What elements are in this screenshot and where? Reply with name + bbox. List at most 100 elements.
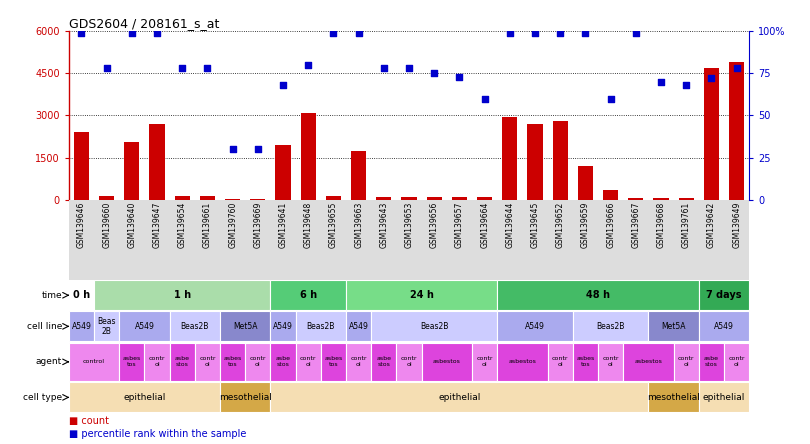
Text: GSM139761: GSM139761 [682, 202, 691, 248]
Text: contr
ol: contr ol [199, 357, 215, 367]
Text: time: time [41, 291, 62, 300]
Point [478, 95, 491, 102]
Bar [699, 311, 749, 341]
Bar [119, 343, 144, 381]
Text: Beas
2B: Beas 2B [97, 317, 116, 336]
Bar [169, 343, 195, 381]
Bar [603, 190, 618, 200]
Text: Beas2B: Beas2B [307, 322, 335, 331]
Text: contr
ol: contr ol [401, 357, 417, 367]
Point [453, 73, 466, 80]
Text: 6 h: 6 h [300, 290, 317, 300]
Text: mesothelial: mesothelial [647, 393, 700, 402]
Bar [427, 197, 441, 200]
Text: GSM139640: GSM139640 [127, 202, 136, 248]
Point [680, 82, 693, 89]
Text: contr
ol: contr ol [351, 357, 367, 367]
Text: agent: agent [36, 357, 62, 366]
Text: asbe
stos: asbe stos [275, 357, 291, 367]
Bar [578, 166, 593, 200]
Point [75, 29, 88, 36]
Text: 1 h: 1 h [173, 290, 191, 300]
Bar [649, 382, 699, 412]
Bar [573, 343, 598, 381]
Text: asbestos: asbestos [433, 359, 461, 365]
Text: GSM139656: GSM139656 [430, 202, 439, 248]
Bar [422, 343, 472, 381]
Text: 24 h: 24 h [410, 290, 433, 300]
Point [352, 29, 365, 36]
Text: Beas2B: Beas2B [181, 322, 209, 331]
Text: GSM139652: GSM139652 [556, 202, 565, 248]
Bar [346, 280, 497, 310]
Text: 48 h: 48 h [586, 290, 610, 300]
Bar [275, 145, 291, 200]
Point [226, 146, 239, 153]
Text: GSM139654: GSM139654 [177, 202, 187, 248]
Text: contr
ol: contr ol [149, 357, 165, 367]
Text: asbestos: asbestos [509, 359, 536, 365]
Text: asbes
tos: asbes tos [577, 357, 595, 367]
Bar [548, 343, 573, 381]
Text: ■ count: ■ count [69, 416, 109, 426]
Bar [629, 198, 643, 200]
Bar [69, 382, 220, 412]
Text: A549: A549 [273, 322, 293, 331]
Text: GSM139657: GSM139657 [455, 202, 464, 248]
Bar [497, 343, 548, 381]
Bar [144, 343, 169, 381]
Point [176, 65, 189, 72]
Bar [150, 124, 164, 200]
Bar [724, 343, 749, 381]
Text: epithelial: epithelial [703, 393, 745, 402]
Bar [623, 343, 674, 381]
Text: A549: A549 [525, 322, 545, 331]
Bar [124, 142, 139, 200]
Text: asbes
tos: asbes tos [324, 357, 343, 367]
Bar [301, 113, 316, 200]
Point [529, 29, 542, 36]
Point [126, 29, 139, 36]
Text: GSM139649: GSM139649 [732, 202, 741, 248]
Bar [200, 195, 215, 200]
Text: GSM139667: GSM139667 [631, 202, 641, 248]
Text: GSM139645: GSM139645 [531, 202, 539, 248]
Bar [69, 311, 94, 341]
Text: contr
ol: contr ol [476, 357, 493, 367]
Text: contr
ol: contr ol [249, 357, 266, 367]
Bar [396, 343, 422, 381]
Point [428, 70, 441, 77]
Bar [321, 343, 346, 381]
Text: cell type: cell type [23, 393, 62, 402]
Text: Beas2B: Beas2B [420, 322, 449, 331]
Text: A549: A549 [349, 322, 369, 331]
Bar [271, 311, 296, 341]
Point [377, 65, 390, 72]
Text: contr
ol: contr ol [678, 357, 694, 367]
Bar [699, 343, 724, 381]
Text: Beas2B: Beas2B [596, 322, 625, 331]
Text: mesothelial: mesothelial [219, 393, 271, 402]
Point [604, 95, 617, 102]
Bar [69, 280, 94, 310]
Text: GSM139647: GSM139647 [152, 202, 161, 248]
Text: GSM139655: GSM139655 [329, 202, 338, 248]
Bar [99, 195, 114, 200]
Text: 0 h: 0 h [73, 290, 90, 300]
Point [554, 29, 567, 36]
Point [302, 61, 315, 68]
Text: GSM139642: GSM139642 [707, 202, 716, 248]
Bar [69, 343, 119, 381]
Bar [220, 343, 245, 381]
Text: GSM139669: GSM139669 [254, 202, 262, 248]
Text: asbe
stos: asbe stos [704, 357, 719, 367]
Bar [472, 343, 497, 381]
Bar [271, 280, 346, 310]
Text: GSM139659: GSM139659 [581, 202, 590, 248]
Text: GSM139653: GSM139653 [404, 202, 414, 248]
Bar [552, 121, 568, 200]
Bar [220, 382, 271, 412]
Bar [729, 62, 744, 200]
Bar [94, 280, 271, 310]
Point [654, 78, 667, 85]
